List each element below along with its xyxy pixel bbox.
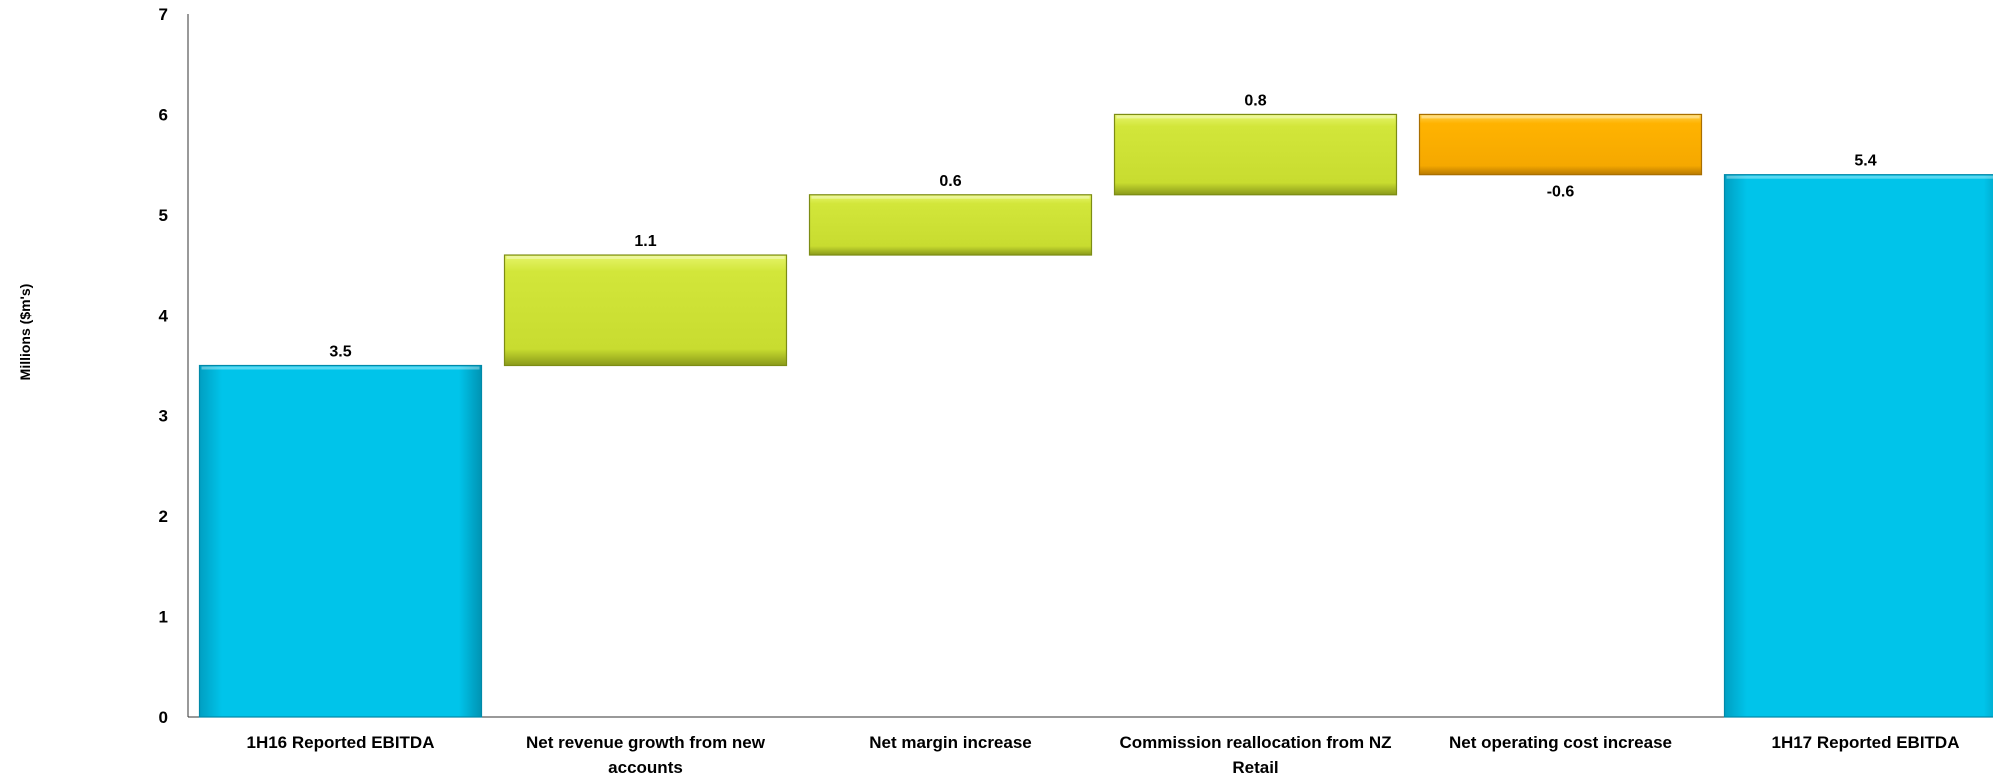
bar-decrease: [1418, 113, 1703, 176]
y-tick-label: 1: [159, 608, 168, 627]
bar-total: [1723, 174, 1993, 718]
data-label: 5.4: [1854, 153, 1876, 170]
y-tick-label: 7: [159, 5, 168, 24]
y-tick-label: 5: [159, 206, 168, 225]
data-label: 1.1: [634, 233, 656, 250]
data-label: -0.6: [1547, 184, 1575, 201]
bar-highlight: [1116, 115, 1395, 119]
category-label: Commission reallocation from NZ: [1119, 733, 1391, 752]
y-axis-ticks: 0 1 2 3 4 5 6 7: [159, 5, 169, 727]
y-tick-label: 2: [159, 507, 168, 526]
category-labels: 1H16 Reported EBITDA Net revenue growth f…: [247, 733, 1960, 777]
bar-highlight: [201, 366, 480, 370]
y-tick-label: 6: [159, 105, 168, 124]
bar-highlight: [1421, 115, 1700, 119]
y-axis-label: Millions ($m's): [17, 284, 33, 381]
bar-highlight: [811, 195, 1090, 199]
y-tick-label: 3: [159, 407, 168, 426]
category-label: accounts: [608, 758, 683, 777]
category-label: 1H17 Reported EBITDA: [1772, 733, 1960, 752]
category-label: 1H16 Reported EBITDA: [247, 733, 435, 752]
bar-highlight: [1726, 175, 1993, 179]
y-tick-label: 0: [159, 708, 168, 727]
data-label: 0.8: [1244, 92, 1266, 109]
bar-total: [198, 364, 483, 718]
bar-highlight: [506, 256, 785, 260]
bars: [198, 113, 1993, 718]
bar-increase: [808, 194, 1093, 256]
category-label: Net revenue growth from new: [526, 733, 766, 752]
category-label: Net margin increase: [869, 733, 1032, 752]
y-tick-label: 4: [159, 306, 169, 325]
category-label: Retail: [1232, 758, 1278, 777]
data-label: 3.5: [329, 344, 351, 361]
bar-increase: [503, 254, 788, 367]
bar-increase: [1113, 113, 1398, 196]
data-labels: 3.5 1.1 0.6 0.8 -0.6 5.4: [329, 92, 1876, 360]
category-label: Net operating cost increase: [1449, 733, 1672, 752]
data-label: 0.6: [939, 173, 961, 190]
